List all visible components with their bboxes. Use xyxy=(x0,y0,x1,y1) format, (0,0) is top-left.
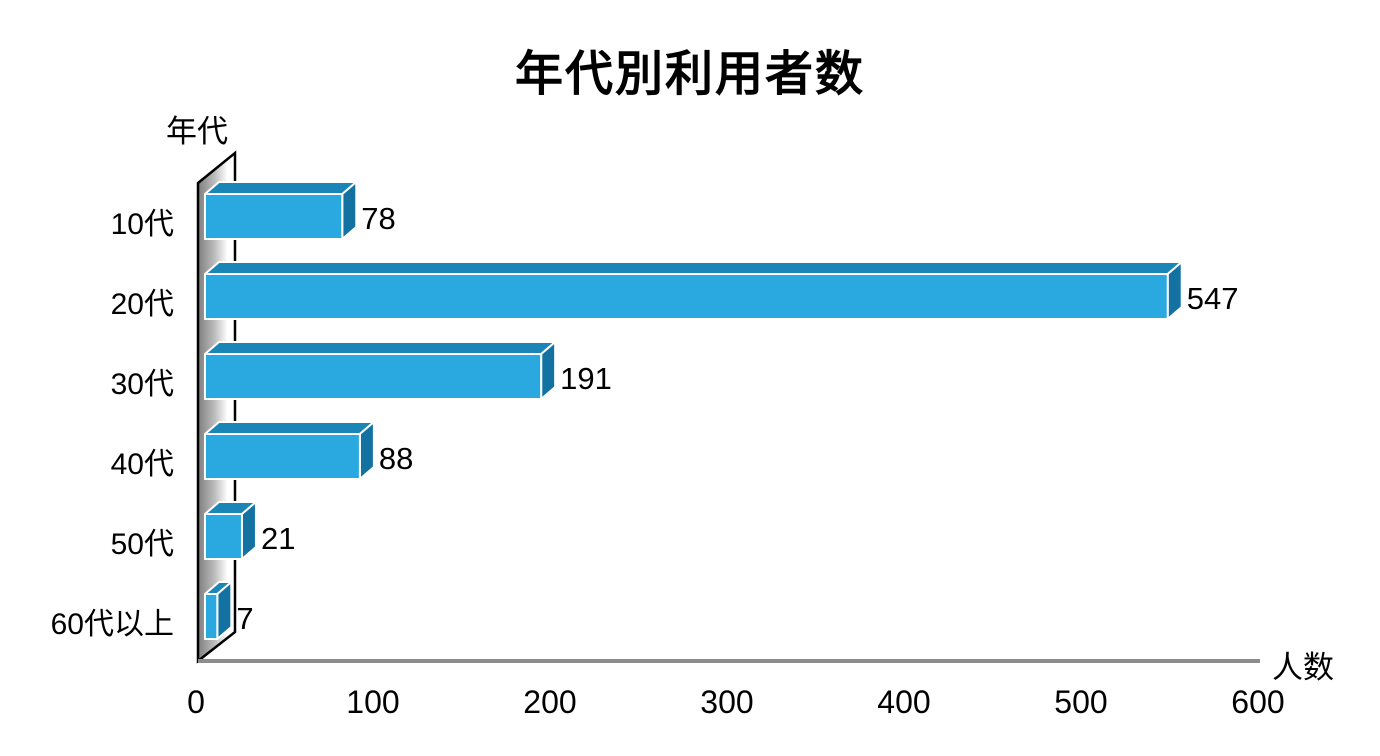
y-axis-title: 年代 xyxy=(166,114,228,149)
category-label-10代: 10代 xyxy=(110,207,174,241)
category-label-40代: 40代 xyxy=(110,447,174,481)
value-label-40代: 88 xyxy=(378,440,414,476)
bar-front-face xyxy=(204,513,243,560)
bar-front-face xyxy=(204,273,1169,320)
bar-top-face xyxy=(204,181,358,195)
x-axis-title: 人数 xyxy=(1272,650,1334,685)
bar-front-face xyxy=(204,593,219,640)
x-tick-200: 200 xyxy=(523,684,577,720)
value-label-30代: 191 xyxy=(560,360,612,396)
chart-title: 年代別利用者数 xyxy=(514,48,865,101)
bar-front-face xyxy=(204,353,543,400)
value-label-60代以上: 7 xyxy=(236,600,254,636)
bar-top-face xyxy=(204,421,375,435)
bar-50代 xyxy=(204,501,257,560)
bar-60代以上 xyxy=(204,581,233,640)
category-label-60代以上: 60代以上 xyxy=(50,607,174,641)
x-tick-100: 100 xyxy=(346,684,400,720)
x-tick-0: 0 xyxy=(187,684,205,720)
bar-top-face xyxy=(204,261,1183,275)
bar-front-face xyxy=(204,193,344,240)
value-label-10代: 78 xyxy=(361,200,396,236)
x-tick-300: 300 xyxy=(700,684,754,720)
bar-10代 xyxy=(204,181,358,240)
category-label-30代: 30代 xyxy=(110,367,174,401)
bar-top-face xyxy=(204,341,557,355)
x-tick-500: 500 xyxy=(1054,684,1108,720)
bar-30代 xyxy=(204,341,557,400)
bars-group xyxy=(204,181,1183,640)
category-label-20代: 20代 xyxy=(110,287,174,321)
value-label-20代: 547 xyxy=(1186,280,1239,316)
bar-20代 xyxy=(204,261,1183,320)
x-tick-400: 400 xyxy=(877,684,931,720)
category-label-50代: 50代 xyxy=(110,527,174,561)
x-tick-600: 600 xyxy=(1231,684,1285,720)
bar-40代 xyxy=(204,421,375,480)
value-label-50代: 21 xyxy=(260,520,296,556)
bar-front-face xyxy=(204,433,361,480)
